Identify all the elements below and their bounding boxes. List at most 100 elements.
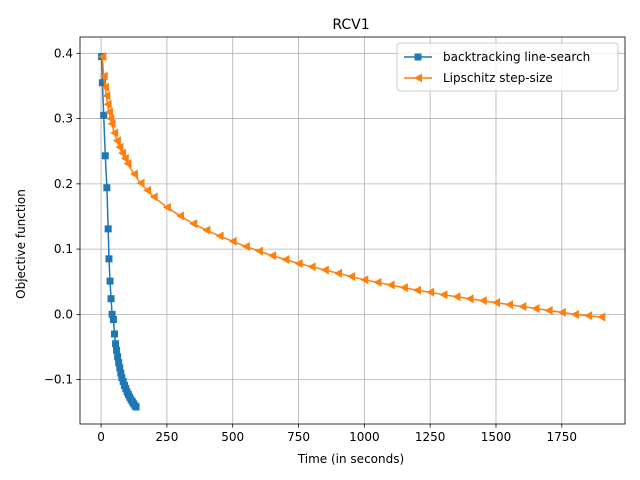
x-tick-label: 0 [97,430,105,444]
data-point [104,107,113,117]
data-point [129,169,138,179]
data-point [106,114,115,124]
data-point [101,152,109,160]
data-point [143,185,152,195]
data-point [118,374,126,382]
data-point [478,296,487,306]
data-point [570,309,579,319]
data-point [189,219,198,229]
data-point [101,82,110,92]
data-point [360,275,369,285]
data-point [544,305,553,315]
data-point [114,353,122,361]
x-tick-label: 1000 [349,430,380,444]
data-point [176,211,185,221]
data-point [136,178,145,188]
data-point [202,225,211,235]
data-point [113,346,121,354]
x-axis-label: Time (in seconds) [297,452,404,466]
data-point [110,128,119,138]
x-tick-label: 750 [287,430,310,444]
data-point [110,330,118,338]
data-point [112,136,121,146]
chart-title: RCV1 [332,17,369,33]
y-tick-label: 0.3 [54,112,73,126]
series-backtracking [98,53,140,411]
grid-lines [80,37,625,424]
legend-marker-backtracking [414,53,422,61]
data-point [413,285,422,295]
data-point [117,369,125,377]
data-point [584,311,593,321]
legend-marker-lipschitz [414,73,422,83]
data-point [149,192,158,202]
y-axis-ticks: −0.1 0.0 0.1 0.2 0.3 0.4 [44,46,80,387]
data-point [531,303,540,313]
data-point [399,283,408,293]
data-point [162,202,171,212]
plot-series [98,52,606,411]
data-point [104,225,112,233]
data-point [294,258,303,268]
data-point [215,231,224,241]
data-point [99,71,108,81]
data-point [106,277,114,285]
data-point [597,312,606,322]
data-point [109,316,117,324]
x-tick-label: 1250 [415,430,446,444]
series-lipschitz [98,52,606,322]
x-tick-label: 250 [155,430,178,444]
y-tick-label: 0.2 [54,177,73,191]
data-point [268,251,277,261]
data-point [123,159,132,169]
y-tick-label: 0.1 [54,242,73,256]
data-point [347,272,356,282]
x-tick-label: 1500 [481,430,512,444]
data-point [112,340,120,348]
data-point [255,246,264,256]
legend-frame [396,42,619,92]
data-point [100,111,108,119]
data-point [115,359,123,367]
data-point [281,255,290,265]
data-point [439,290,448,300]
data-point [241,241,250,251]
legend: backtracking line-search Lipschitz step-… [396,42,619,92]
data-point [98,79,106,87]
data-point [105,255,113,263]
data-point [119,378,127,386]
data-point [98,52,107,62]
x-tick-label: 500 [221,430,244,444]
y-tick-label: −0.1 [44,373,73,387]
data-point [107,119,116,129]
x-tick-label: 1750 [547,430,578,444]
data-point [505,300,514,310]
data-point [491,298,500,308]
data-point [108,310,116,318]
y-axis-label: Objective function [14,189,28,299]
data-point [307,262,316,272]
data-point [103,99,112,109]
y-tick-label: 0.0 [54,307,73,321]
legend-label-lipschitz: Lipschitz step-size [443,71,553,85]
x-axis-ticks: 0 250 500 750 1000 1250 1500 1750 [97,424,577,444]
data-point [132,403,140,411]
data-point [107,295,115,303]
data-point [465,294,474,304]
data-point [118,148,127,158]
data-point [115,142,124,152]
plot-frame [79,36,626,425]
data-point [103,184,111,192]
data-point [320,265,329,275]
data-point [557,307,566,317]
data-point [102,91,111,101]
data-point [334,268,343,278]
series-line [101,56,602,318]
data-point [120,153,129,163]
legend-label-backtracking: backtracking line-search [443,50,590,64]
data-point [426,287,435,297]
data-point [452,292,461,302]
data-point [373,277,382,287]
data-point [228,236,237,246]
